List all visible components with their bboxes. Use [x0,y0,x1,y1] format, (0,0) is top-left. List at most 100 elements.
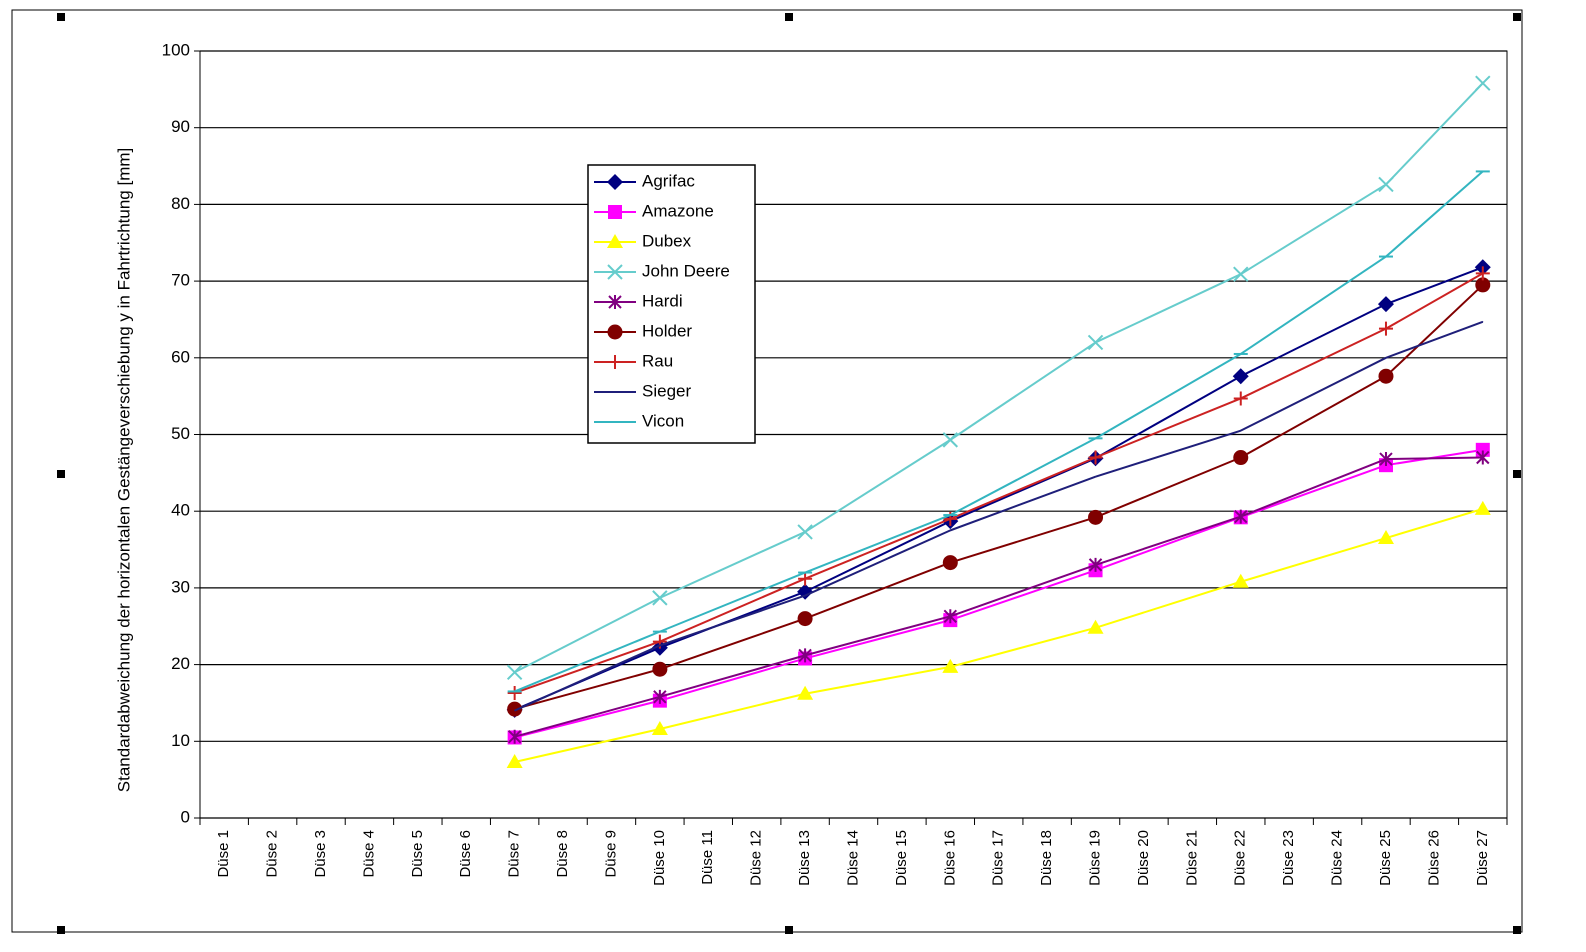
y-tick-label: 80 [171,194,190,213]
data-point [1378,321,1393,336]
series-segment [1240,183,1387,276]
plot-series [506,75,1491,769]
y-tick-label: 60 [171,347,190,366]
series-segment [1240,537,1387,583]
x-tick-label: Düse 23 [1280,830,1297,886]
series-segment [1385,284,1484,377]
series-segment [1095,353,1242,440]
series-segment [1385,266,1484,306]
series-segment [659,617,806,671]
data-point [1088,557,1103,572]
data-point [1095,476,1097,478]
legend-label: Hardi [642,291,683,310]
series-segment [1240,356,1387,432]
data-point [1232,368,1249,385]
x-tick-label: Düse 26 [1425,830,1442,886]
data-point [1233,450,1249,466]
legend-marker [608,295,622,309]
series-segment [659,692,806,730]
series-segment [1385,456,1483,461]
series-segment [950,516,1096,564]
legend-label: Dubex [642,231,692,250]
data-point [942,658,959,673]
series-segment [1385,320,1484,359]
series-segment [1240,464,1387,519]
data-point [1476,450,1490,465]
x-tick-label: Düse 22 [1232,830,1249,886]
legend-label: Vicon [642,411,684,430]
series-segment [804,619,951,660]
series-segment [659,530,806,599]
series-segment [1095,397,1242,459]
series-segment [804,561,951,620]
data-point [1379,452,1393,467]
series-segment [514,668,661,711]
data-point [942,555,958,571]
data-point [949,529,951,531]
series-segment [1095,580,1242,629]
data-point [1233,391,1248,406]
data-point [1233,266,1249,282]
y-tick-label: 70 [171,271,190,290]
x-tick-label: Düse 25 [1377,830,1394,886]
x-tick-label: Düse 11 [699,830,716,885]
x-tick-label: Düse 20 [1135,830,1152,886]
data-point [506,664,523,680]
series-segment [1385,82,1484,186]
series-segment [1385,272,1484,330]
series-segment [1385,507,1484,540]
x-tick-label: Düse 9 [602,830,619,878]
x-tick-label: Düse 3 [312,830,329,878]
series-segment [1095,429,1242,478]
selection-handles [57,13,1521,934]
data-point [1475,277,1491,293]
data-point [1378,368,1394,384]
x-tick-label: Düse 1 [215,830,232,878]
series-segment [514,644,661,712]
data-point [1088,450,1103,465]
legend-marker [608,355,622,369]
series-segment [949,341,1097,441]
data-point [1087,619,1104,634]
x-tick-label: Düse 24 [1329,830,1346,886]
series-segment [804,615,951,657]
data-point [651,721,668,736]
series-segment [1095,375,1242,460]
series-segment [804,439,951,533]
series-segment [659,577,806,643]
x-tick-label: Düse 27 [1474,830,1491,886]
data-point [1377,296,1394,313]
series-segment [949,437,1097,516]
data-point [797,685,814,700]
series-segment [659,654,806,698]
series-segment [1095,515,1242,566]
legend-marker [608,205,622,219]
data-point [1482,321,1484,323]
legend-marker [607,174,623,190]
data-point [1377,530,1394,545]
x-tick-label: Düse 8 [554,830,571,878]
y-tick-label: 20 [171,654,190,673]
series-segment [659,657,806,702]
series-segment [1385,170,1484,258]
x-tick-label: Düse 5 [409,830,426,878]
x-tick-label: Düse 19 [1087,830,1104,886]
y-axis-title: Standardabweichung der horizontalen Gest… [114,148,133,792]
series-segment [804,529,951,597]
x-tick-label: Düse 10 [651,830,668,886]
data-point [942,432,959,448]
series-segment [514,630,661,693]
data-point [1234,509,1248,524]
y-tick-label: 0 [181,807,190,826]
data-point [652,590,668,606]
data-point [1088,509,1104,525]
x-tick-label: Düse 7 [506,830,523,878]
data-point [797,524,813,540]
series-segment [1240,303,1387,378]
data-point [507,729,522,744]
legend-marker [607,324,623,340]
data-point [1240,430,1242,432]
data-point [943,609,958,624]
series-segment [804,517,951,580]
